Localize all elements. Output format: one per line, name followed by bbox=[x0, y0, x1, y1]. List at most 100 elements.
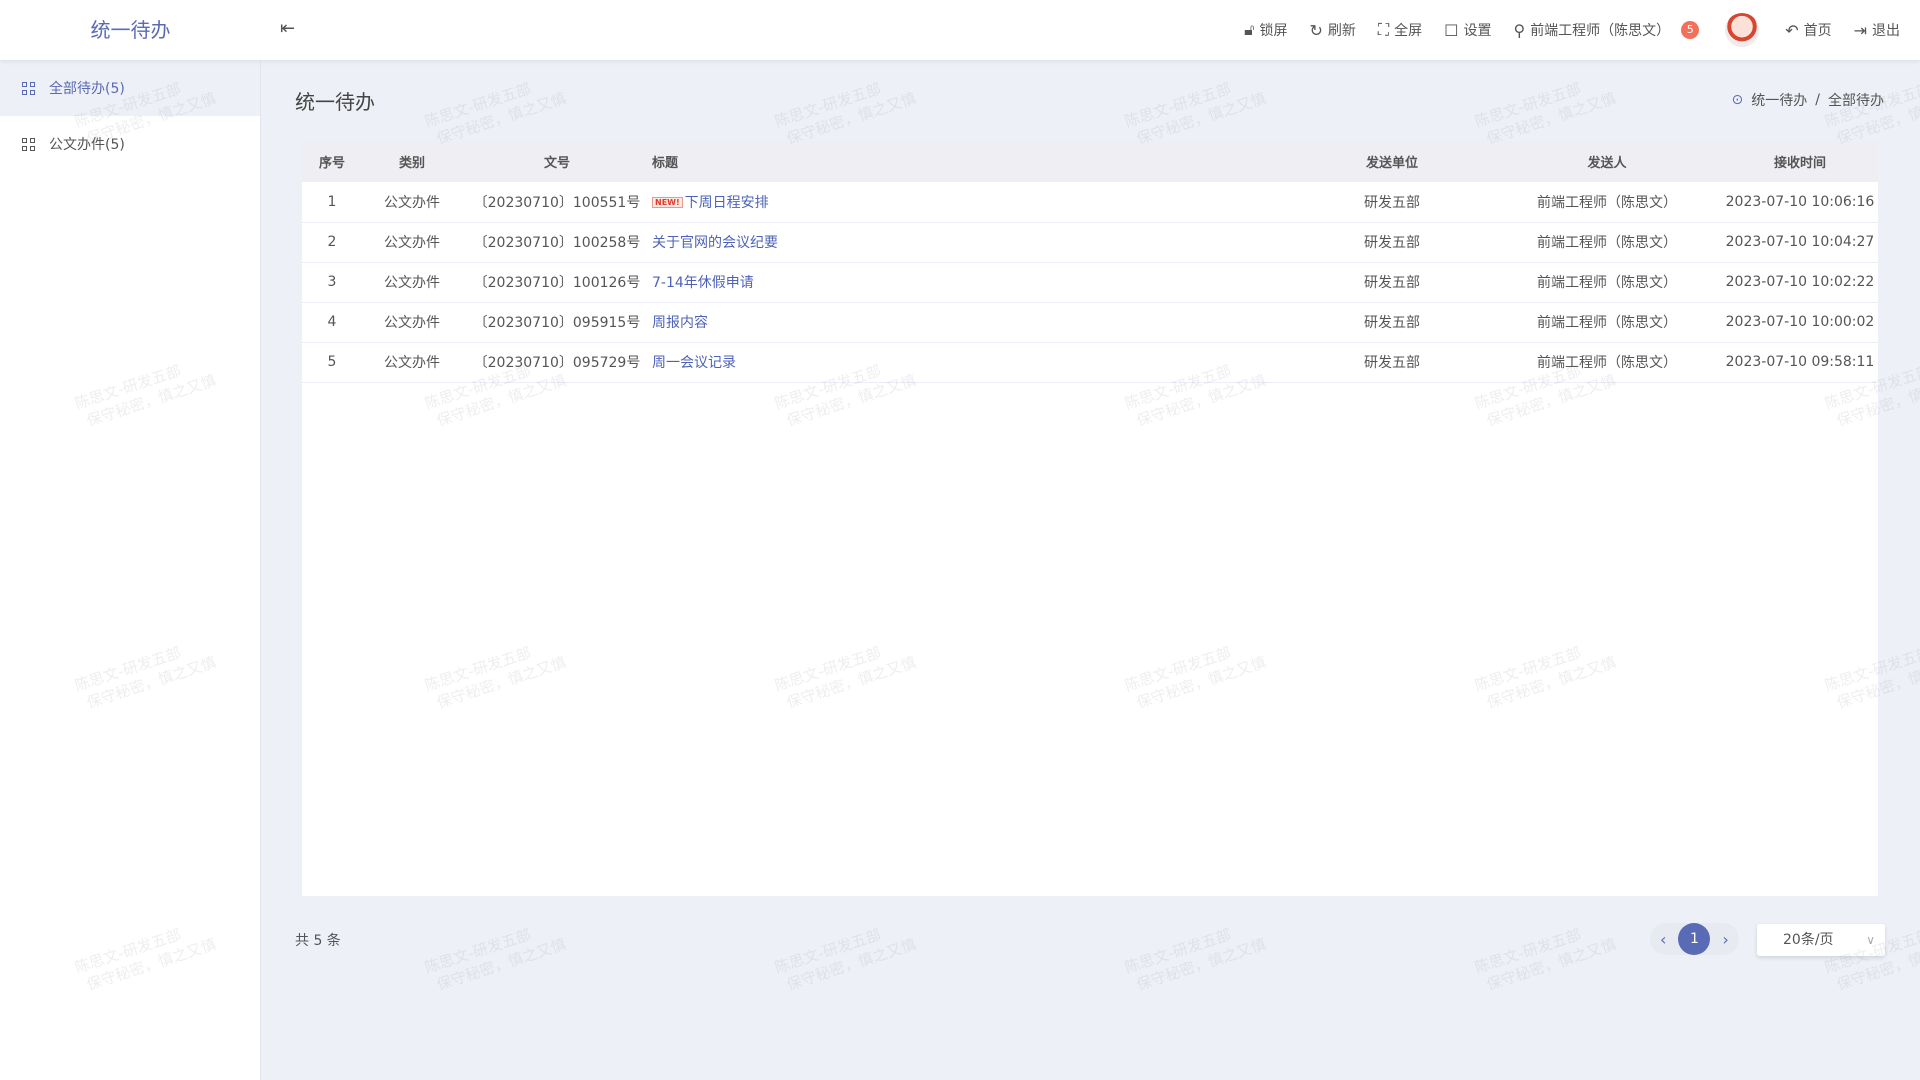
home-button[interactable]: ↶ 首页 bbox=[1785, 20, 1831, 40]
table-cell: 周一会议记录 bbox=[652, 342, 1292, 383]
lock-label: 锁屏 bbox=[1259, 23, 1288, 39]
collapse-sidebar-button[interactable]: ⇤ bbox=[280, 18, 295, 39]
table-row[interactable]: 2 公文办件 〔20230710〕100258号 关于官网的会议纪要 研发五部 前端工程师… bbox=[302, 222, 1878, 263]
sidebar-item-label: 全部待办(5) bbox=[49, 81, 125, 97]
watermark-line: 陈思文-研发五部 bbox=[1472, 925, 1584, 977]
todo-table: 序号 类别 文号 标题 发送单位 发送人 接收时间 1 公文办件 〔20230710〕10055… bbox=[302, 141, 1878, 383]
breadcrumb: ⊙ 统一待办 / 全部待办 bbox=[1732, 90, 1884, 110]
logout-icon: ⇥ bbox=[1853, 20, 1867, 40]
edit-icon: ☐ bbox=[1444, 20, 1459, 40]
watermark: 陈思文-研发五部保守秘密，慎之又慎 bbox=[1122, 69, 1269, 151]
table-row[interactable]: 5 公文办件 〔20230710〕095729号 周一会议记录 研发五部 前端工程师（陈思… bbox=[302, 342, 1878, 383]
breadcrumb-separator: / bbox=[1815, 92, 1820, 108]
table-cell: 前端工程师（陈思文） bbox=[1492, 182, 1722, 223]
fullscreen-button[interactable]: ⛶ 全屏 bbox=[1378, 20, 1422, 40]
avatar[interactable] bbox=[1725, 13, 1760, 47]
refresh-icon: ↻ bbox=[1309, 20, 1323, 40]
column-header: 文号 bbox=[462, 141, 652, 182]
lock-screen-button[interactable]: 🔓︎ 锁屏 bbox=[1244, 20, 1287, 40]
fullscreen-label: 全屏 bbox=[1394, 23, 1423, 39]
undo-icon: ↶ bbox=[1785, 20, 1799, 40]
page-1-button[interactable]: 1 bbox=[1678, 923, 1711, 955]
table-cell: 〔20230710〕095915号 bbox=[462, 302, 652, 343]
table-row[interactable]: 1 公文办件 〔20230710〕100551号 NEW! 下周日程安排 研发五部 前端工程… bbox=[302, 182, 1878, 223]
settings-button[interactable]: ☐ 设置 bbox=[1444, 20, 1491, 40]
table-cell: 7-14年休假申请 bbox=[652, 262, 1292, 303]
table-cell: 5 bbox=[302, 342, 362, 383]
table-cell: 研发五部 bbox=[1292, 182, 1492, 223]
table-cell: 关于官网的会议纪要 bbox=[652, 222, 1292, 263]
table-cell: 前端工程师（陈思文） bbox=[1492, 342, 1722, 383]
watermark: 陈思文-研发五部保守秘密，慎之又慎 bbox=[772, 915, 919, 997]
title-link[interactable]: 7-14年休假申请 bbox=[652, 275, 754, 291]
chevron-down-icon: ∨ bbox=[1866, 933, 1875, 947]
title-link[interactable]: 周报内容 bbox=[652, 315, 708, 331]
table-cell: 研发五部 bbox=[1292, 342, 1492, 383]
breadcrumb-item[interactable]: 统一待办 bbox=[1751, 93, 1808, 109]
new-tag: NEW! bbox=[652, 197, 683, 209]
sidebar-item-documents[interactable]: 公文办件(5) bbox=[0, 116, 260, 172]
user-name: 前端工程师（陈思文） bbox=[1530, 23, 1671, 39]
column-header: 序号 bbox=[302, 141, 362, 182]
next-page-button[interactable]: › bbox=[1722, 929, 1729, 949]
watermark-line: 陈思文-研发五部 bbox=[422, 79, 534, 131]
watermark: 陈思文-研发五部保守秘密，慎之又慎 bbox=[422, 915, 569, 997]
sidebar-item-all-todo[interactable]: 全部待办(5) bbox=[0, 60, 260, 116]
watermark: 陈思文-研发五部保守秘密，慎之又慎 bbox=[422, 69, 569, 151]
watermark-line: 陈思文-研发五部 bbox=[1122, 925, 1234, 977]
title-link[interactable]: 周一会议记录 bbox=[652, 355, 736, 371]
table-row[interactable]: 4 公文办件 〔20230710〕095915号 周报内容 研发五部 前端工程师（陈思文）… bbox=[302, 302, 1878, 343]
top-header: 统一待办 ⇤ 🔓︎ 锁屏 ↻ 刷新 ⛶ 全屏 ☐ 设置 ⚲ 前端工程师（陈思文） 5 ↶ 首页… bbox=[0, 0, 1920, 60]
table-cell: 2023-07-10 10:04:27 bbox=[1722, 222, 1878, 263]
logout-button[interactable]: ⇥ 退出 bbox=[1854, 20, 1900, 40]
sidebar-item-label: 公文办件(5) bbox=[49, 137, 125, 153]
user-icon: ⚲ bbox=[1513, 20, 1526, 40]
table-cell: 公文办件 bbox=[362, 302, 462, 343]
todo-table-card: 序号 类别 文号 标题 发送单位 发送人 接收时间 1 公文办件 〔20230710〕10055… bbox=[302, 141, 1878, 896]
total-count: 共 5 条 bbox=[295, 933, 341, 949]
table-cell: 公文办件 bbox=[362, 342, 462, 383]
table-cell: 1 bbox=[302, 182, 362, 223]
table-cell: 〔20230710〕100551号 bbox=[462, 182, 652, 223]
title-link[interactable]: 下周日程安排 bbox=[684, 194, 769, 211]
table-cell: 〔20230710〕100126号 bbox=[462, 262, 652, 303]
app-title: 统一待办 bbox=[90, 18, 171, 42]
table-cell: 周报内容 bbox=[652, 302, 1292, 343]
table-cell: 公文办件 bbox=[362, 262, 462, 303]
table-cell: 研发五部 bbox=[1292, 302, 1492, 343]
title-link[interactable]: 关于官网的会议纪要 bbox=[652, 235, 778, 251]
breadcrumb-item: 全部待办 bbox=[1828, 93, 1884, 109]
indent-icon: ⇤ bbox=[280, 18, 296, 39]
table-cell: 2 bbox=[302, 222, 362, 263]
prev-page-button[interactable]: ‹ bbox=[1660, 929, 1667, 949]
user-menu[interactable]: ⚲ 前端工程师（陈思文） 5 bbox=[1513, 20, 1700, 40]
table-cell: 2023-07-10 10:02:22 bbox=[1722, 262, 1878, 303]
table-cell: 3 bbox=[302, 262, 362, 303]
refresh-button[interactable]: ↻ 刷新 bbox=[1310, 20, 1356, 40]
table-cell: 2023-07-10 09:58:11 bbox=[1722, 342, 1878, 383]
watermark: 陈思文-研发五部保守秘密，慎之又慎 bbox=[772, 69, 919, 151]
grid-icon bbox=[22, 81, 35, 95]
table-cell: 2023-07-10 10:00:02 bbox=[1722, 302, 1878, 343]
table-row[interactable]: 3 公文办件 〔20230710〕100126号 7-14年休假申请 研发五部 前端工程师… bbox=[302, 262, 1878, 303]
watermark: 陈思文-研发五部保守秘密，慎之又慎 bbox=[1122, 915, 1269, 997]
watermark-line: 保守秘密，慎之又慎 bbox=[434, 935, 569, 995]
watermark-line: 陈思文-研发五部 bbox=[1472, 79, 1584, 131]
grid-icon bbox=[22, 137, 35, 151]
column-header: 发送人 bbox=[1492, 141, 1722, 182]
pagination: ‹ 1 › bbox=[1650, 923, 1739, 955]
table-cell: 前端工程师（陈思文） bbox=[1492, 302, 1722, 343]
page-size-select[interactable]: 20条/页 ∨ bbox=[1757, 924, 1885, 956]
lock-icon: 🔓︎ bbox=[1244, 20, 1255, 39]
table-cell: 研发五部 bbox=[1292, 222, 1492, 263]
watermark-line: 陈思文-研发五部 bbox=[772, 79, 884, 131]
table-cell: 2023-07-10 10:06:16 bbox=[1722, 182, 1878, 223]
table-cell: 〔20230710〕100258号 bbox=[462, 222, 652, 263]
watermark: 陈思文-研发五部保守秘密，慎之又慎 bbox=[1822, 69, 1920, 151]
home-label: 首页 bbox=[1803, 23, 1832, 39]
notification-badge: 5 bbox=[1681, 21, 1700, 39]
page-title: 统一待办 bbox=[295, 90, 375, 114]
fullscreen-icon: ⛶ bbox=[1377, 20, 1390, 39]
watermark-line: 陈思文-研发五部 bbox=[422, 925, 534, 977]
watermark-line: 保守秘密，慎之又慎 bbox=[1134, 935, 1269, 995]
